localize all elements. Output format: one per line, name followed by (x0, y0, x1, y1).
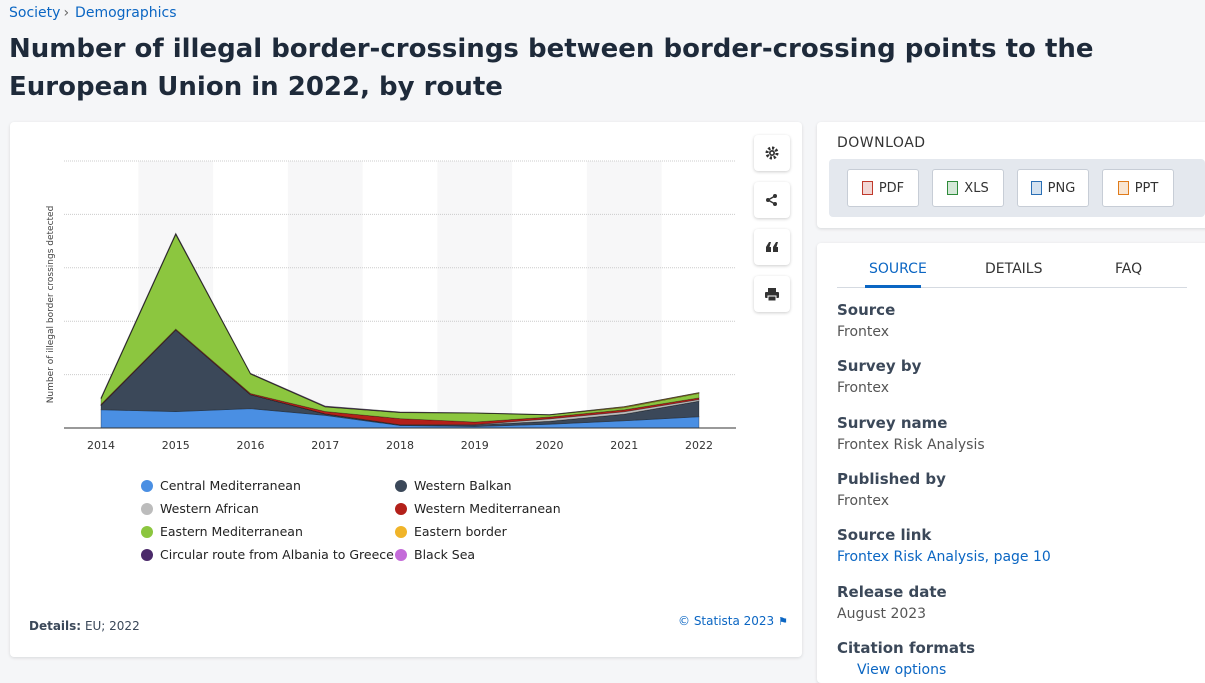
x-tick-label: 2014 (87, 439, 115, 452)
field-value: Frontex (837, 324, 890, 340)
x-tick-label: 2016 (237, 439, 265, 452)
legend-swatch (395, 549, 407, 561)
field-label: Source link (837, 526, 932, 545)
download-label[interactable]: PDF (878, 180, 905, 196)
field-value: Frontex (837, 492, 890, 509)
tab[interactable]: DETAILS (985, 261, 1043, 277)
tab[interactable]: SOURCE (869, 261, 927, 277)
legend-label: Black Sea (414, 547, 475, 562)
details: Details: EU; 2022 (29, 619, 140, 633)
x-tick-label: 2020 (536, 439, 564, 452)
legend-label: Eastern Mediterranean (160, 524, 303, 539)
legend-swatch (141, 480, 153, 492)
download-title: DOWNLOAD (837, 135, 926, 151)
y-axis-title: Number of illegal border crossings detec… (46, 206, 56, 404)
chart: 2014 2015 2016 2017 2018 2019 2020 2021 2022 Numb… (46, 160, 736, 562)
download-button[interactable]: PPT (1102, 169, 1174, 207)
legend-label: Western African (160, 501, 259, 516)
settings-button[interactable] (754, 135, 790, 171)
field-value[interactable]: View options (857, 661, 947, 678)
x-tick-label: 2015 (162, 439, 190, 452)
download-button[interactable]: XLS (932, 169, 1004, 207)
download-label[interactable]: PPT (1134, 180, 1159, 196)
crumb-link[interactable]: Demographics (75, 5, 177, 21)
field-label: Release date (837, 582, 947, 601)
cite-button[interactable] (754, 229, 790, 265)
credit-text[interactable]: © Statista 2023 (678, 614, 775, 628)
field-value: August 2023 (837, 605, 927, 622)
column-band (586, 161, 662, 428)
print-button[interactable] (754, 276, 790, 312)
download-button[interactable]: PDF (847, 169, 919, 207)
legend-swatch (395, 503, 407, 515)
legend-swatch (141, 503, 153, 515)
download-label[interactable]: XLS (964, 180, 989, 196)
field-label: Source (837, 301, 896, 319)
column-band (437, 161, 513, 428)
breadcrumb: Society › Demographics (9, 5, 177, 21)
tab-underline (865, 285, 921, 288)
x-tick-label: 2021 (610, 439, 638, 452)
download-card: DOWNLOAD PDF XLS PNG PPT (817, 122, 1205, 228)
legend-label: Western Balkan (414, 478, 512, 493)
area (100, 232, 700, 416)
download-label[interactable]: PNG (1047, 180, 1076, 196)
legend-swatch (395, 526, 407, 538)
file-icon (947, 181, 959, 195)
legend-label: Central Mediterranean (160, 478, 301, 493)
field-label: Citation formats (837, 638, 976, 657)
legend-swatch (141, 526, 153, 538)
download-buttons: PDF XLS PNG PPT (829, 159, 1205, 217)
tab-divider (837, 287, 1187, 288)
field-label: Published by (837, 469, 946, 488)
legend-swatch (395, 480, 407, 492)
info-card: SOURCE DETAILS FAQ Source Frontex Survey by Fr… (817, 243, 1205, 683)
x-tick-label: 2019 (461, 439, 489, 452)
details-text: EU; 2022 (84, 619, 140, 633)
field-label: Survey by (837, 357, 922, 376)
x-tick-label: 2018 (386, 439, 414, 452)
column-band (287, 161, 363, 428)
legend-label: Western Mediterranean (414, 501, 561, 516)
field-value[interactable]: Frontex Risk Analysis, page 10 (837, 549, 1051, 566)
download-button[interactable]: PNG (1017, 169, 1089, 207)
file-icon (1117, 181, 1129, 195)
credit[interactable]: © Statista 2023 ⚑ (678, 614, 788, 628)
page-title: Number of illegal border-crossings betwe… (9, 34, 1094, 102)
share-button[interactable] (754, 182, 790, 218)
details-label: Details: (29, 619, 82, 633)
file-icon (861, 181, 873, 195)
crumb-link[interactable]: Society (9, 5, 61, 21)
x-tick-label: 2017 (311, 439, 339, 452)
field-label: Survey name (837, 413, 948, 432)
legend-label: Eastern border (414, 524, 508, 539)
field-value: Frontex (837, 380, 890, 397)
chart-card: 2014 2015 2016 2017 2018 2019 2020 2021 2022 Numb… (10, 122, 802, 657)
legend-swatch (141, 549, 153, 561)
legend-label: Circular route from Albania to Greece (160, 547, 394, 562)
field-value: Frontex Risk Analysis (837, 436, 985, 453)
x-tick-label: 2022 (685, 439, 713, 452)
tab[interactable]: FAQ (1115, 261, 1143, 277)
file-icon (1030, 181, 1042, 195)
page: Society › Demographics Number of illegal b… (9, 5, 1205, 678)
